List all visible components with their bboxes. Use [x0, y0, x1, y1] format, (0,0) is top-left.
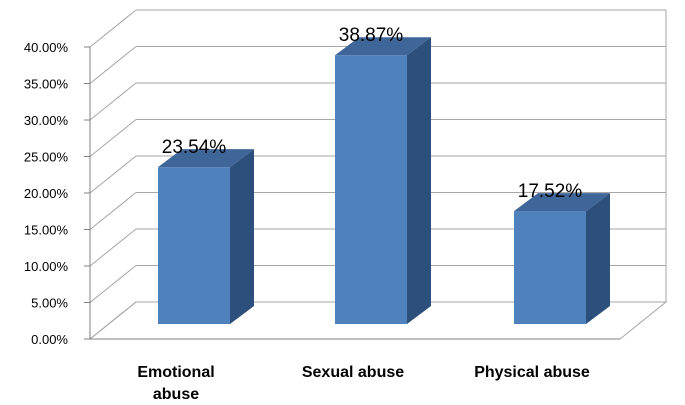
y-tick-label: 0.00% [31, 332, 68, 347]
bar [335, 37, 431, 325]
bar-side [230, 149, 254, 324]
y-tick-label: 15.00% [24, 223, 69, 238]
category-label: Sexual abuse [302, 364, 404, 381]
bar-top [335, 37, 431, 56]
bars [158, 37, 610, 325]
bar-top [158, 149, 254, 168]
gridline-side [89, 119, 137, 157]
gridline-side [89, 228, 137, 267]
y-tick-label: 30.00% [24, 113, 69, 128]
bar-front [514, 211, 586, 324]
data-label: 17.52% [518, 181, 583, 202]
gridline-side [89, 9, 137, 48]
y-tick-label: 25.00% [24, 150, 69, 165]
gridline-side [89, 192, 137, 230]
y-tick-label: 5.00% [31, 296, 68, 311]
y-tick-labels: 0.00% 5.00% 10.00% 15.00% 20.00% 25.00% 30.00%… [24, 40, 69, 347]
bar-top [514, 193, 610, 212]
bar-side [407, 37, 431, 325]
gridline-side [89, 155, 137, 194]
bar [158, 149, 254, 324]
gridline-side [89, 82, 137, 121]
gridline-side [89, 265, 137, 303]
category-label: Physical abuse [474, 364, 590, 381]
y-tick-label: 10.00% [24, 259, 69, 274]
category-label: Emotional abuse [137, 364, 214, 403]
bar [514, 193, 610, 324]
data-label: 23.54% [162, 137, 227, 158]
category-labels: Emotional abuse Sexual abuse Physical abuse [137, 364, 590, 403]
bar-front [335, 55, 407, 325]
y-tick-label: 35.00% [24, 77, 69, 92]
gridline-side [89, 46, 137, 84]
y-tick-label: 40.00% [24, 40, 69, 55]
data-labels: 23.54% 38.87% 17.52% [162, 25, 583, 202]
axes [84, 10, 668, 340]
data-label: 38.87% [339, 25, 404, 46]
y-tick-label: 20.00% [24, 186, 69, 201]
bar-front [158, 167, 230, 324]
bar-side [586, 193, 610, 324]
